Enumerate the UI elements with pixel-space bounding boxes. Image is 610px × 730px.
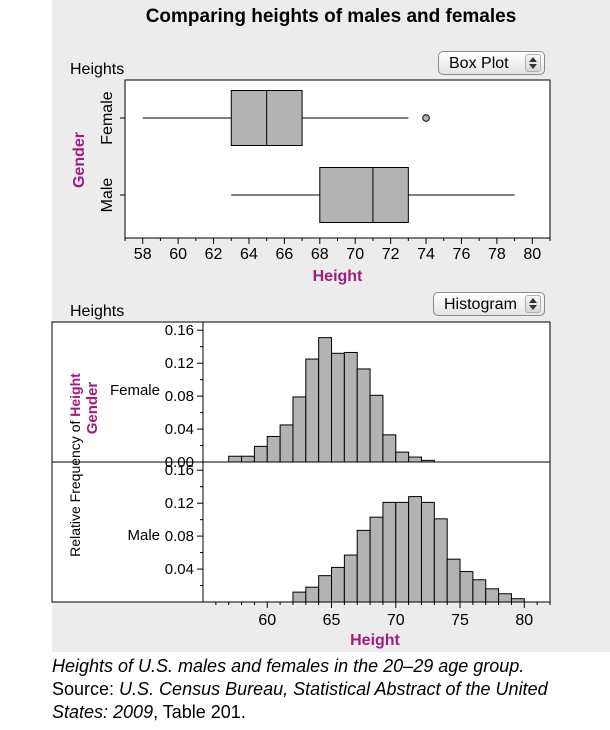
histogram-bar — [228, 455, 243, 463]
histogram-bar — [318, 337, 333, 463]
histogram-bar — [395, 451, 410, 463]
caption-source-title: U.S. Census Bureau, Statistical Abstract… — [52, 679, 548, 722]
up-down-arrows-icon — [525, 295, 541, 313]
histogram-y-tick-label: 0.12 — [165, 495, 194, 512]
boxplot-x-axis-label: Height — [313, 268, 363, 285]
histogram-y-tick-label: 0.00 — [165, 454, 194, 471]
histogram-x-tick-label: 80 — [515, 612, 533, 629]
histogram-y-tick-label: 0.08 — [165, 388, 194, 405]
histogram-y-axis-label: Relative Frequency of Height — [67, 373, 83, 557]
boxplot-x-tick-label: 76 — [453, 246, 471, 263]
boxplot-x-tick-label: 66 — [275, 246, 293, 263]
histogram-x-tick-label: 65 — [323, 612, 341, 629]
figure-caption: Heights of U.S. males and females in the… — [52, 655, 608, 724]
histogram-bar — [305, 358, 320, 463]
boxplot-y-axis-label: Gender — [71, 132, 88, 188]
histogram-bar — [356, 529, 371, 603]
boxplot-group-label: Female — [99, 91, 116, 144]
histogram-bar — [369, 516, 384, 603]
histogram-y-tick-label: 0.04 — [165, 561, 194, 578]
histogram-bar — [241, 455, 255, 463]
histogram-y-tick-label: 0.16 — [165, 322, 194, 339]
histogram-bar — [472, 579, 487, 603]
histogram-y-tick-label: 0.12 — [165, 355, 194, 372]
histogram-bar — [510, 598, 525, 603]
histogram-y-axis-label-prefix: Relative Frequency of — [67, 417, 83, 557]
histogram-bar — [498, 593, 512, 603]
histogram-group-label: Male — [127, 527, 160, 544]
histogram-bar — [292, 396, 307, 463]
up-down-arrows-icon — [525, 54, 541, 72]
histogram-section-label: Heights — [70, 303, 125, 320]
boxplot-x-tick-label: 68 — [311, 246, 329, 263]
charts-svg: Female Male 58 60 62 64 66 68 70 72 74 76 78 80 Height… — [51, 79, 551, 649]
histogram-y-tick-label: 0.04 — [165, 421, 194, 438]
histogram-bar — [382, 501, 397, 603]
histogram-bar — [331, 352, 345, 463]
plot-type-menu-top[interactable]: Box Plot — [438, 51, 545, 75]
boxplot-outlier — [422, 114, 430, 122]
histogram-bar — [343, 554, 358, 603]
boxplot-x-tick-label: 80 — [523, 246, 541, 263]
boxplot-group-label: Male — [99, 178, 116, 213]
caption-source-suffix: , Table 201. — [153, 702, 246, 722]
histogram-bar — [420, 501, 435, 603]
boxplot-x-tick-label: 60 — [169, 246, 187, 263]
boxplot-x-tick-label: 64 — [240, 246, 258, 263]
plot-type-menu-bottom-value: Histogram — [444, 296, 517, 313]
histogram-bar — [369, 394, 384, 463]
histogram-group-axis-label: Gender — [84, 382, 101, 435]
boxplot-x-tick-label: 62 — [205, 246, 223, 263]
boxplot-x-tick-label: 78 — [488, 246, 506, 263]
histogram-x-tick-label: 75 — [451, 612, 469, 629]
boxplot-x-tick-label: 74 — [417, 246, 435, 263]
boxplot-section-label: Heights — [70, 61, 125, 78]
histogram-bar — [408, 496, 422, 603]
histogram-bar — [459, 571, 474, 603]
histogram-y-tick-label: 0.08 — [165, 528, 194, 545]
histogram-bar — [279, 424, 294, 463]
histogram-bar — [356, 368, 371, 463]
boxplot-x-tick-label: 58 — [134, 246, 152, 263]
boxplot-box — [319, 167, 409, 223]
histogram-x-tick-label: 70 — [387, 612, 405, 629]
histogram-bar — [382, 434, 397, 463]
histogram-bar — [266, 435, 281, 463]
boxplot-x-tick-label: 72 — [382, 246, 400, 263]
histogram-bar — [408, 456, 422, 463]
histogram-y-axis-label-variable: Height — [67, 373, 83, 417]
histogram-bar — [253, 445, 268, 463]
histogram-group-label: Female — [110, 382, 160, 399]
histogram-bar — [318, 575, 333, 603]
histogram-x-tick-label: 60 — [258, 612, 276, 629]
plot-type-menu-top-value: Box Plot — [449, 55, 509, 72]
boxplot-x-tick-label: 70 — [346, 246, 364, 263]
caption-source-prefix: Source: — [52, 679, 120, 699]
histogram-bar — [433, 518, 448, 603]
histogram-bar — [446, 558, 461, 603]
plot-type-menu-bottom[interactable]: Histogram — [433, 292, 545, 316]
histogram-bar — [331, 566, 345, 603]
histogram-bar — [343, 351, 358, 463]
histogram-x-axis-label: Height — [350, 632, 400, 649]
histogram-bar — [420, 459, 435, 463]
caption-description: Heights of U.S. males and females in the… — [52, 656, 525, 676]
histogram-y-tick-label: 0.16 — [165, 462, 194, 479]
histogram-bar — [485, 588, 500, 603]
figure-title: Comparing heights of males and females — [145, 6, 517, 27]
histogram-bar — [395, 501, 410, 603]
histogram-bar — [305, 586, 320, 603]
histogram-bar — [292, 591, 307, 603]
